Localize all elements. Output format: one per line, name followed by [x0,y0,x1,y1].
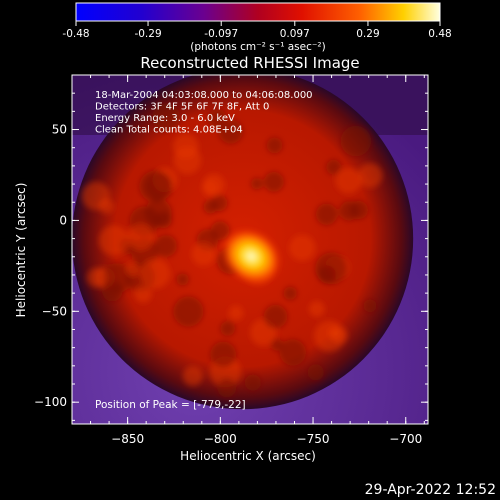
colorbar-tick-label: 0.48 [428,28,451,40]
y-tick-label: 0 [59,213,67,227]
colorbar: -0.48 -0.29 -0.097 0.097 0.29 0.48 (photons c… [62,2,452,53]
colorbar-tick-label: 0.097 [280,28,310,40]
mottle-spot [349,200,369,220]
mottle-spot [263,304,288,329]
mottle-spot [210,341,237,368]
annotation-line: Energy Range: 3.0 - 6.0 keV [95,113,235,124]
mottle-spot [217,378,237,398]
mottle-spot [220,320,236,337]
mottle-spot [335,167,362,194]
mottle-spot [313,320,346,352]
annotation-block: 18-Mar-2004 04:03:08.000 to 04:06:08.000… [95,90,313,136]
x-tick-label: −750 [297,432,330,446]
mottle-spot [283,286,298,301]
mottle-spot [270,338,284,351]
y-tick-label: −100 [34,395,67,409]
colorbar-tick-label: 0.29 [356,28,379,40]
mottle-spot [357,163,383,188]
mottle-spot [228,305,244,321]
mottle-spot [139,170,171,203]
peak-emission-source [221,228,282,285]
mottle-spot [203,199,218,214]
colorbar-unit-label: (photons cm⁻² s⁻¹ asec⁻²) [190,41,325,53]
mottle-spot [101,262,133,294]
mottle-spot [191,242,215,266]
colorbar-tick-label: -0.48 [62,28,89,40]
colorbar-tick-label: -0.29 [134,28,161,40]
mottle-spot [173,296,204,327]
x-tick-label: −850 [111,432,144,446]
annotation-line: Clean Total counts: 4.08E+04 [95,125,243,136]
x-tick-label: −700 [389,432,422,446]
mottle-spot [125,262,140,277]
mottle-spot [154,234,178,258]
mottle-spot [307,364,325,381]
mottle-spot [326,159,342,175]
mottle-spot [263,171,285,192]
colorbar-gradient [75,2,441,22]
y-tick-label: 50 [52,123,67,137]
mottle-spot [202,180,218,196]
y-tick-label: −50 [42,304,67,318]
mottle-spot [176,273,189,286]
x-axis-label: Heliocentric X (arcsec) [180,449,316,463]
mottle-spot [363,299,377,313]
mottle-spot [315,203,338,226]
mottle-spot [315,252,347,285]
colorbar-ticks: -0.48 -0.29 -0.097 0.097 0.29 0.48 [62,21,452,40]
mottle-spot [127,223,154,251]
plot-area [72,75,428,424]
mottle-spot [86,267,107,288]
mottle-spot [155,211,172,229]
mottle-spot [266,137,283,154]
annotation-line: Detectors: 3F 4F 5F 6F 7F 8F, Att 0 [95,102,269,113]
mottle-spot [81,181,111,211]
chart-title: Reconstructed RHESSI Image [140,54,359,72]
mottle-spot [173,146,202,174]
mottle-spot [218,119,243,144]
mottle-spot [134,285,152,303]
mottle-spot [340,125,372,157]
plot-frame [71,74,429,425]
mottle-spot [182,366,203,387]
mottle-spot [139,258,171,289]
y-axis-ticks: −100 −50 0 50 [34,74,428,421]
mottle-spot [244,374,262,391]
mottle-spot [289,234,316,261]
mottle-spot [308,301,325,317]
mottle-spot [151,103,181,132]
x-axis-ticks: −850 −800 −750 −700 [90,75,425,446]
colorbar-tick-label: -0.097 [204,28,238,40]
mottle-spot [250,177,263,190]
y-axis-label: Heliocentric Y (arcsec) [14,183,28,318]
mottle-spot [279,339,307,366]
peak-position-label: Position of Peak = [-779,-22] [95,399,246,411]
timestamp: 29-Apr-2022 12:52 [365,482,496,498]
annotation-line: 18-Mar-2004 04:03:08.000 to 04:06:08.000 [95,90,313,101]
x-tick-label: −800 [204,432,237,446]
mottle-spot [98,225,130,256]
